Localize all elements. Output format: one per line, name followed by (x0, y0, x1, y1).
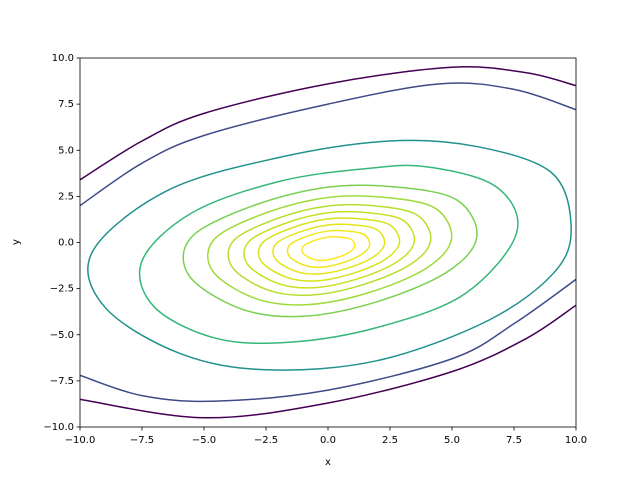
contour-line (243, 210, 416, 289)
y-tick-label: −7.5 (50, 376, 74, 387)
contour-line (286, 229, 371, 269)
y-tick-label: −10.0 (43, 422, 74, 433)
contour-line (80, 82, 576, 403)
contour-line (227, 203, 432, 297)
contour-line (257, 217, 401, 282)
contour-line (182, 184, 478, 318)
x-tick-label: −5.0 (192, 435, 216, 446)
y-tick-label: −5.0 (50, 330, 74, 341)
contour-line (80, 66, 576, 419)
x-tick-label: 0.0 (320, 435, 336, 446)
y-tick-label: 0.0 (58, 238, 74, 249)
contour-line (301, 236, 356, 262)
x-tick-label: −10.0 (65, 435, 96, 446)
contour-line (272, 223, 386, 275)
contour-line (138, 164, 519, 345)
x-tick-label: −7.5 (130, 435, 154, 446)
x-tick-label: 5.0 (444, 435, 460, 446)
x-tick-label: −2.5 (254, 435, 278, 446)
y-tick-label: 2.5 (58, 191, 74, 202)
contour-line (207, 195, 453, 306)
y-tick-label: 5.0 (58, 145, 74, 156)
y-axis-label: y (11, 239, 22, 245)
x-tick-label: 2.5 (382, 435, 398, 446)
x-tick-label: 10.0 (565, 435, 587, 446)
contour-line (87, 139, 572, 371)
x-tick-label: 7.5 (506, 435, 522, 446)
y-tick-label: 10.0 (52, 53, 74, 64)
y-tick-label: 7.5 (58, 99, 74, 110)
y-tick-label: −2.5 (50, 284, 74, 295)
x-axis-label: x (325, 457, 331, 468)
